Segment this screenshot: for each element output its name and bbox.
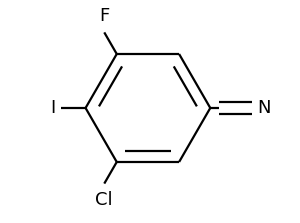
Text: I: I — [50, 99, 56, 117]
Text: F: F — [99, 7, 110, 25]
Text: N: N — [257, 99, 271, 117]
Text: Cl: Cl — [95, 191, 113, 209]
